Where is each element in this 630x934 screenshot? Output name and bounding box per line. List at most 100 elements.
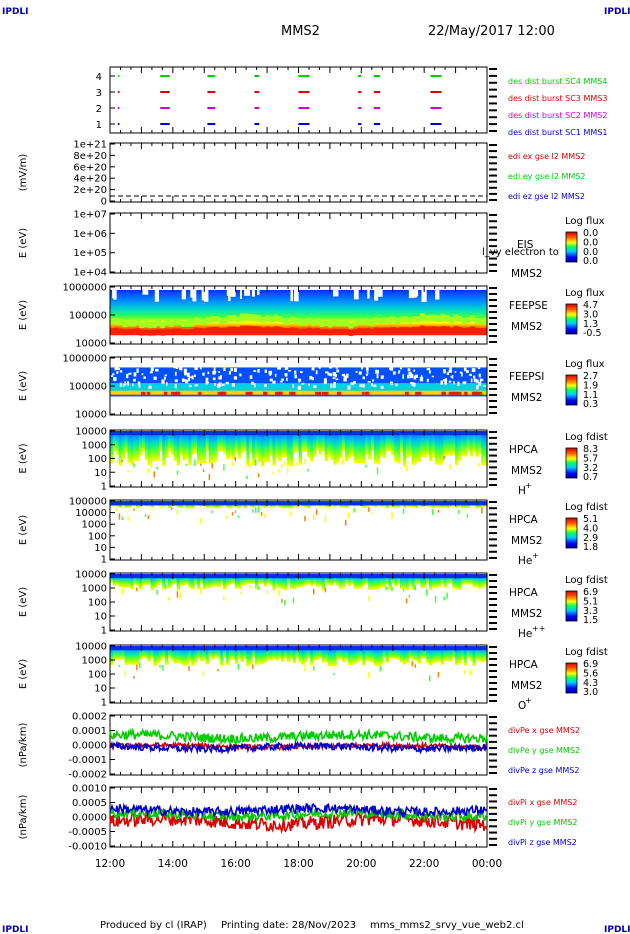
spectrogram: [110, 390, 487, 395]
data-gap: [478, 381, 482, 386]
spectrogram-column: [110, 646, 114, 666]
spectrogram-column: [284, 574, 288, 591]
legend-entry: des dist burst SC2 MMS2: [508, 111, 607, 120]
data-gap: [431, 375, 434, 378]
spectrogram-column: [362, 574, 366, 586]
data-gap: [204, 288, 209, 302]
spectrogram-cell: [478, 328, 484, 334]
data-gap: [212, 377, 216, 381]
footer-logo-left: IPDLI: [2, 925, 29, 934]
spectrogram-cell: [459, 391, 462, 395]
spectrogram-column: [197, 431, 201, 464]
burst-interval: [430, 107, 442, 109]
spectrogram-cell: [357, 318, 362, 325]
spectrogram-cell: [264, 326, 270, 333]
spectrogram-column: [466, 574, 471, 585]
data-gap: [153, 376, 157, 381]
spectrogram-column: [173, 574, 178, 584]
data-gap: [110, 375, 114, 377]
spectrogram-column: [205, 574, 210, 588]
spectrogram-cell: [256, 315, 262, 322]
data-gap: [165, 382, 168, 386]
spectrogram-column: [321, 431, 326, 452]
x-tick-label: 16:00: [221, 858, 251, 870]
data-gap: [240, 288, 243, 299]
spectrogram-column: [243, 431, 247, 452]
spectrogram-cell: [281, 327, 287, 334]
y-axis-label: E (eV): [18, 659, 29, 689]
species-charge: +: [532, 551, 539, 560]
data-gap: [330, 383, 333, 388]
spectrogram-column: [188, 431, 192, 466]
spectrogram-column: [327, 574, 331, 585]
spectrogram-cell: [378, 317, 383, 324]
spectrogram-column: [405, 431, 410, 458]
data-gap: [343, 377, 347, 382]
spectrogram-column: [359, 574, 363, 589]
spectrogram-column: [255, 646, 259, 665]
data-gap: [375, 369, 379, 374]
spectrogram-cell: [458, 509, 460, 514]
spectrogram-column: [112, 574, 117, 586]
spectrogram-cell: [440, 325, 446, 332]
spectrogram-cell: [353, 508, 356, 513]
data-gap: [185, 379, 189, 384]
spectrogram-column: [431, 431, 436, 458]
data-gap: [373, 384, 377, 387]
data-gap: [284, 367, 289, 370]
legend-entry: divPi z gse MMS2: [508, 838, 577, 847]
data-gap: [231, 383, 235, 387]
spectrogram-cell: [295, 462, 298, 466]
legend-entry: des dist burst SC3 MMS3: [508, 94, 607, 103]
spectrogram-column: [446, 574, 450, 585]
spectrogram-cell: [311, 319, 316, 326]
spectrogram-cell: [135, 328, 140, 335]
spectrogram-cell: [231, 512, 234, 516]
spectrogram-column: [434, 574, 439, 588]
spectrogram-column: [356, 574, 360, 589]
spectrogram-cell: [470, 315, 475, 322]
spectrogram-column: [295, 431, 300, 452]
spectrogram-cell: [139, 662, 141, 669]
series-line: [109, 802, 488, 819]
spectrogram-cell: [429, 675, 431, 682]
y-tick-label: 10: [94, 684, 107, 695]
data-gap: [362, 376, 366, 380]
spectrogram-cell: [327, 329, 333, 336]
spectrogram-column: [359, 646, 363, 661]
spectrogram-cell: [156, 466, 158, 470]
spectrogram-cell: [277, 316, 283, 323]
spectrogram-column: [118, 574, 123, 587]
data-gap: [194, 366, 198, 370]
spectrogram-column: [165, 574, 169, 584]
y-tick-label: 0.0000: [72, 741, 107, 752]
data-gap: [377, 370, 380, 374]
spectrogram-cell: [382, 327, 387, 334]
data-gap: [244, 288, 251, 296]
spectrogram-column: [321, 646, 326, 663]
data-gap: [115, 366, 120, 371]
spectrogram-cell: [453, 314, 459, 321]
spectrogram-column: [330, 431, 334, 460]
data-gap: [477, 366, 481, 369]
spectrogram-cell: [379, 665, 382, 672]
data-gap: [318, 366, 321, 369]
data-gap: [112, 288, 116, 299]
spectrogram-column: [484, 431, 488, 466]
spectrogram-column: [214, 646, 218, 658]
legend-entry: edi ey gse l2 MMS2: [508, 172, 586, 181]
spectrogram-cell: [348, 322, 354, 329]
spectrogram-column: [382, 431, 387, 459]
spectrogram-column: [324, 431, 329, 462]
spectrogram-column: [295, 646, 300, 658]
spectrogram-column: [298, 574, 302, 588]
spectrogram-cell: [264, 315, 270, 322]
spectrogram-column: [475, 574, 479, 587]
y-tick-label: 100: [88, 531, 107, 542]
colorbar-tick-label: 0.3: [583, 399, 598, 410]
x-tick-label: 20:00: [346, 858, 376, 870]
spectrogram-column: [130, 431, 134, 466]
spectrogram-column: [141, 574, 146, 586]
data-gap: [137, 381, 141, 385]
spectrogram-column: [460, 431, 465, 456]
